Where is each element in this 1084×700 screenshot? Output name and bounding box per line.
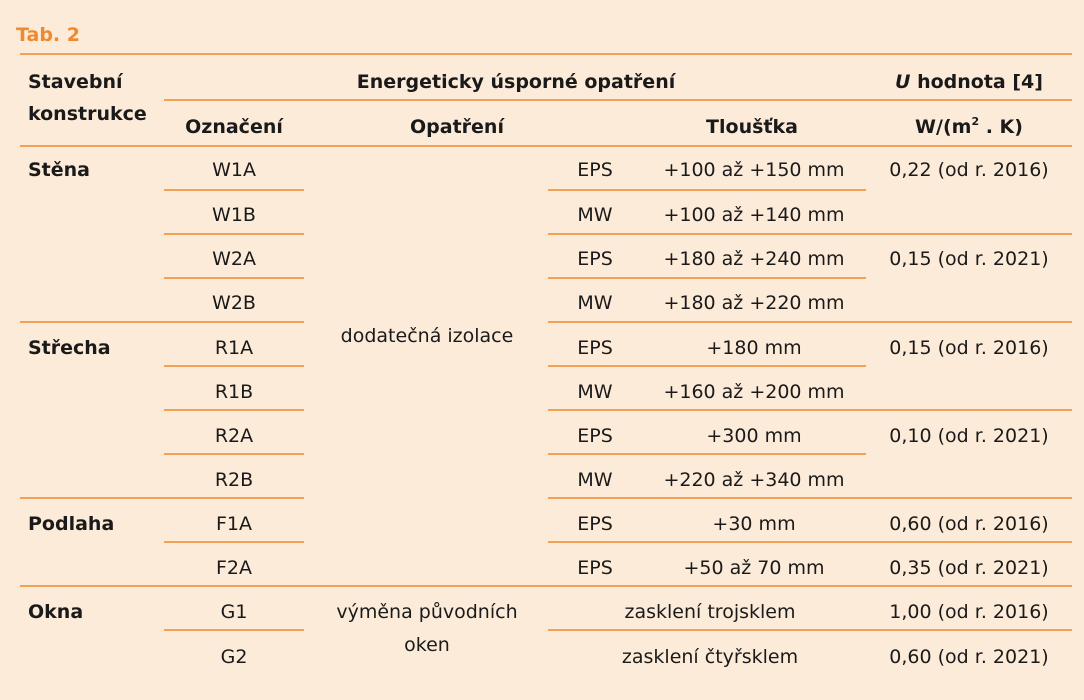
material-cell: EPS	[577, 513, 613, 535]
header-unit-main: W/(m	[915, 116, 971, 138]
thickness-cell: +50 až 70 mm	[683, 557, 824, 579]
code-cell: W1B	[212, 204, 256, 226]
header-u-rest: hodnota [4]	[910, 71, 1042, 93]
code-cell: F2A	[216, 557, 252, 579]
header-konstrukce: konstrukce	[28, 103, 147, 125]
material-cell: MW	[577, 292, 612, 314]
group-strecha: Střecha	[28, 337, 111, 359]
u-value-cell: 0,10 (od r. 2021)	[889, 425, 1048, 447]
measure-windows-line2: oken	[404, 634, 450, 656]
u-value-cell: 0,22 (od r. 2016)	[889, 159, 1048, 181]
thickness-cell: +180 až +240 mm	[663, 248, 844, 270]
code-cell: R2A	[215, 425, 253, 447]
thickness-cell: +160 až +200 mm	[663, 381, 844, 403]
measure-insulation: dodatečná izolace	[341, 325, 514, 347]
glazing-cell: zasklení trojsklem	[625, 601, 796, 623]
material-cell: MW	[577, 204, 612, 226]
group-okna: Okna	[28, 601, 83, 623]
u-value-cell: 0,15 (od r. 2021)	[889, 248, 1048, 270]
glazing-cell: zasklení čtyřsklem	[622, 646, 798, 668]
code-cell: R1A	[215, 337, 253, 359]
header-unit: W/(m2 . K)	[915, 115, 1023, 138]
thickness-cell: +220 až +340 mm	[663, 469, 844, 491]
thickness-cell: +180 mm	[706, 337, 801, 359]
header-opatreni: Opatření	[410, 116, 505, 138]
header-stavebni: Stavební	[28, 71, 124, 93]
group-stena: Stěna	[28, 159, 90, 181]
u-value-cell: 0,60 (od r. 2021)	[889, 646, 1048, 668]
material-cell: MW	[577, 381, 612, 403]
material-cell: MW	[577, 469, 612, 491]
header-energy-measures: Energeticky úsporné opatření	[357, 71, 677, 93]
table-caption: Tab. 2	[16, 24, 80, 46]
header-oznaceni: Označení	[185, 116, 284, 138]
measure-windows-line1: výměna původních	[336, 601, 517, 623]
code-cell: W2A	[212, 248, 256, 270]
material-cell: EPS	[577, 248, 613, 270]
thickness-cell: +180 až +220 mm	[663, 292, 844, 314]
header-u-value: U hodnota [4]	[895, 71, 1043, 93]
header-unit-sup: 2	[971, 115, 979, 128]
code-cell: W2B	[212, 292, 256, 314]
group-podlaha: Podlaha	[28, 513, 114, 535]
code-cell: G2	[221, 646, 248, 668]
header-unit-end: . K)	[979, 116, 1023, 138]
code-cell: R2B	[215, 469, 253, 491]
material-cell: EPS	[577, 159, 613, 181]
code-cell: F1A	[216, 513, 252, 535]
thickness-cell: +100 až +150 mm	[663, 159, 844, 181]
code-cell: W1A	[212, 159, 256, 181]
code-cell: G1	[221, 601, 248, 623]
thickness-cell: +100 až +140 mm	[663, 204, 844, 226]
u-value-cell: 0,15 (od r. 2016)	[889, 337, 1048, 359]
u-value-cell: 1,00 (od r. 2016)	[889, 601, 1048, 623]
material-cell: EPS	[577, 557, 613, 579]
material-cell: EPS	[577, 425, 613, 447]
u-value-cell: 0,35 (od r. 2021)	[889, 557, 1048, 579]
thickness-cell: +300 mm	[706, 425, 801, 447]
header-u-letter: U	[895, 71, 911, 93]
header-tloustka: Tloušťka	[706, 116, 798, 138]
u-value-cell: 0,60 (od r. 2016)	[889, 513, 1048, 535]
code-cell: R1B	[215, 381, 253, 403]
thickness-cell: +30 mm	[712, 513, 795, 535]
material-cell: EPS	[577, 337, 613, 359]
